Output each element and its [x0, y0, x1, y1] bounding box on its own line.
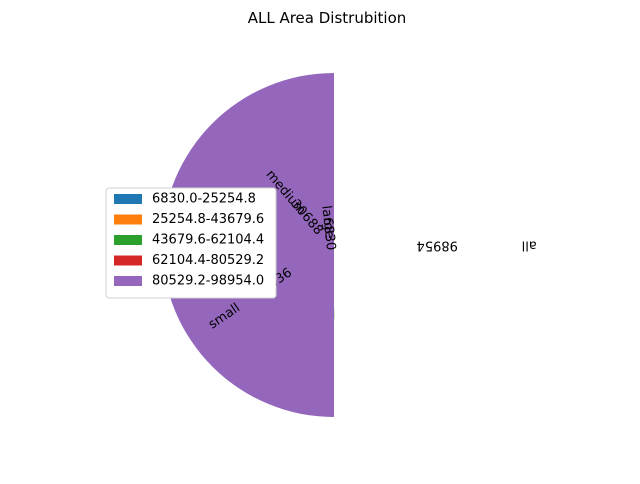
legend-swatch	[114, 235, 142, 245]
legend-label: 43679.6-62104.4	[152, 233, 264, 248]
slice-category-label: all	[522, 238, 537, 253]
legend-swatch	[114, 276, 142, 286]
slice-category-label: large	[318, 205, 336, 239]
legend-swatch	[114, 255, 142, 266]
legend-swatch	[114, 194, 142, 204]
legend-label: 62104.4-80529.2	[152, 253, 264, 268]
legend-frame	[105, 187, 277, 299]
legend-swatch	[114, 214, 142, 225]
legend-label: 6830.0-25254.8	[152, 192, 256, 207]
slice-value-label: 6830	[320, 217, 338, 252]
legend-label: 25254.8-43679.6	[152, 212, 264, 227]
legend: 6830.0-25254.8 25254.8-43679.6 43679.6-621…	[105, 187, 277, 299]
legend-label: 80529.2-98954.0	[152, 274, 264, 289]
chart-title: ALL Area Distrubition	[248, 9, 407, 27]
slice-value-label: 98954	[417, 238, 458, 253]
